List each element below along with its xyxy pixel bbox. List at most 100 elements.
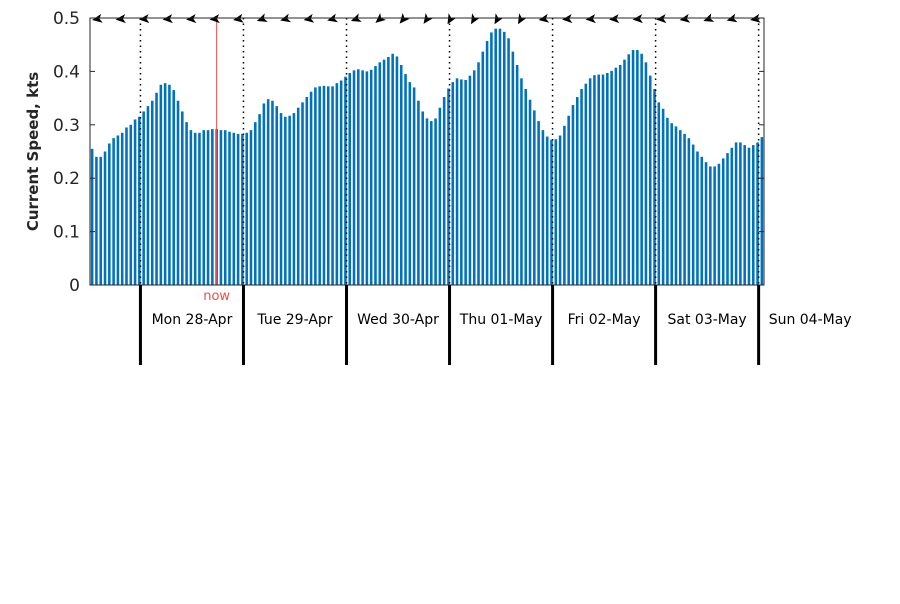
bar [528, 99, 532, 285]
bar [541, 130, 545, 285]
bar [412, 87, 416, 285]
bar [709, 166, 712, 285]
bar [679, 130, 682, 285]
bar [292, 113, 296, 285]
direction-arrow [209, 14, 220, 24]
bar [550, 139, 553, 285]
bar [262, 103, 266, 285]
y-axis-ticks: 0 0.1 0.2 0.3 0.4 0.5 [53, 9, 764, 296]
bar [378, 62, 382, 285]
bar [481, 51, 485, 285]
bar [155, 92, 158, 285]
bar [653, 89, 656, 286]
bar [575, 97, 579, 285]
plot-frame [89, 17, 765, 286]
bar [502, 31, 506, 285]
bar [344, 76, 347, 286]
bar [442, 97, 446, 285]
bar [743, 145, 746, 285]
bar [357, 69, 360, 285]
bar [588, 78, 592, 285]
direction-arrow [656, 14, 667, 24]
bar [700, 156, 704, 285]
direction-arrow [303, 13, 315, 23]
bar [739, 142, 742, 285]
y-tick-label: 0.5 [53, 9, 80, 29]
bar [524, 89, 528, 286]
direction-arrow [327, 13, 339, 23]
direction-arrow [726, 13, 738, 23]
direction-arrow [423, 13, 433, 24]
y-axis-label: Current Speed, kts [24, 72, 42, 231]
direction-arrow [585, 14, 596, 24]
y-tick-label: 0 [69, 276, 80, 296]
bar [185, 122, 188, 285]
bar [189, 130, 193, 285]
bar [455, 78, 459, 285]
bar [404, 74, 407, 285]
bar [108, 143, 111, 285]
bar [253, 122, 257, 285]
bar [206, 130, 210, 285]
y-tick-label: 0.4 [53, 62, 80, 82]
bar [631, 50, 635, 285]
direction-arrow [399, 13, 410, 24]
bar [399, 64, 403, 286]
bar [301, 102, 304, 286]
bar [447, 88, 450, 286]
bar [335, 83, 339, 286]
bar [601, 74, 605, 285]
bar [507, 38, 510, 285]
bar [472, 70, 476, 285]
bar [120, 132, 124, 285]
direction-arrow [494, 13, 504, 25]
bar [756, 142, 759, 285]
bar [198, 132, 201, 285]
bar [696, 151, 699, 285]
bar [391, 53, 394, 285]
direction-arrow [703, 13, 715, 22]
direction-arrow [162, 14, 173, 24]
bar [348, 73, 352, 285]
bar [374, 66, 377, 285]
direction-arrows [92, 12, 761, 25]
direction-arrow [679, 13, 691, 23]
bar [279, 113, 283, 285]
bar [322, 85, 326, 285]
bar [515, 64, 519, 286]
direction-arrow [632, 14, 643, 24]
bar [305, 97, 309, 285]
bar [150, 100, 154, 286]
bar [567, 115, 570, 285]
bar [176, 100, 180, 286]
bar [533, 110, 536, 285]
bar [288, 115, 291, 285]
direction-arrow [186, 14, 197, 24]
bar [369, 69, 373, 285]
bar [670, 123, 673, 285]
y-tick-label: 0.2 [53, 169, 80, 189]
bar [193, 132, 197, 285]
bar [554, 139, 558, 285]
bar [275, 106, 279, 285]
direction-arrow [447, 13, 457, 25]
bar [129, 124, 133, 285]
direction-arrow [139, 14, 150, 24]
bar [408, 82, 412, 285]
bar [618, 64, 622, 286]
y-tick-label: 0.3 [53, 116, 80, 136]
direction-arrow [538, 13, 550, 23]
day-label: Fri 02-May [568, 312, 641, 328]
direction-arrow [256, 13, 268, 22]
bar [674, 126, 678, 286]
bar [726, 153, 729, 285]
now-marker: now [203, 18, 230, 304]
bar [339, 80, 343, 285]
bar [112, 138, 115, 285]
bar [520, 78, 523, 285]
bar [623, 59, 626, 286]
bar [451, 82, 455, 285]
bar [421, 111, 424, 285]
direction-arrow [471, 13, 480, 25]
bar [181, 111, 184, 285]
